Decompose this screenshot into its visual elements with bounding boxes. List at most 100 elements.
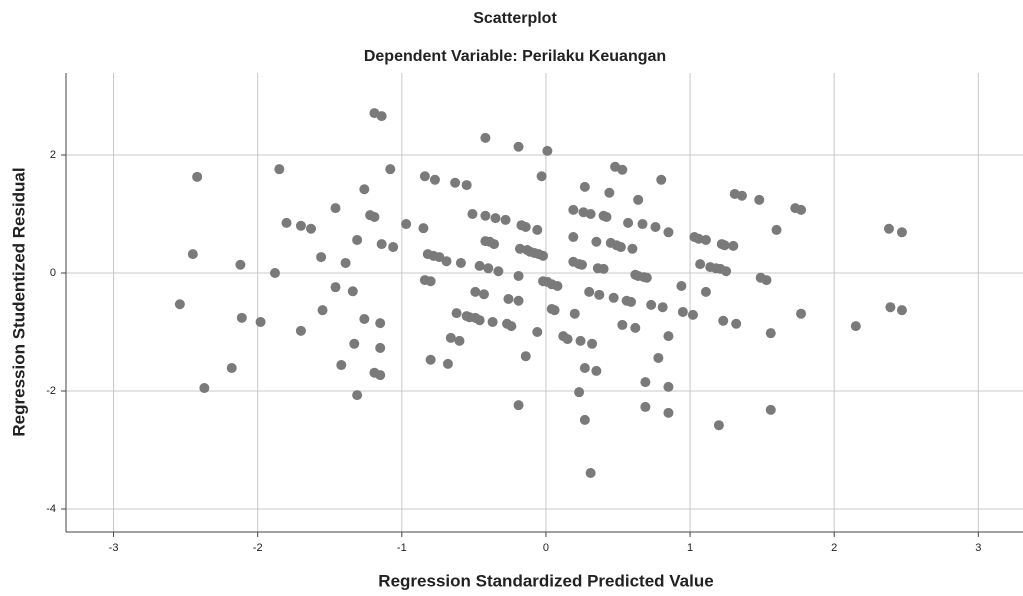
x-tick-label: -3 — [109, 542, 119, 554]
point — [883, 223, 894, 234]
point — [461, 180, 472, 191]
point — [896, 227, 907, 238]
point — [585, 468, 596, 479]
x-tick-label: 0 — [543, 542, 549, 554]
point — [549, 305, 560, 316]
point — [568, 232, 579, 243]
point — [575, 335, 586, 346]
point — [480, 132, 491, 143]
point — [369, 211, 380, 222]
point — [450, 177, 461, 188]
point — [441, 256, 452, 267]
point — [478, 289, 489, 300]
point — [493, 266, 504, 277]
point — [490, 213, 501, 224]
point — [633, 194, 644, 205]
point — [352, 234, 363, 245]
point — [538, 250, 549, 261]
point — [467, 209, 478, 220]
point — [695, 259, 706, 270]
point — [445, 332, 456, 343]
point — [713, 420, 724, 431]
point — [375, 318, 386, 329]
point — [236, 312, 247, 323]
point — [627, 243, 638, 254]
point — [306, 223, 317, 234]
point — [385, 164, 396, 175]
point — [274, 164, 285, 175]
point — [174, 299, 185, 310]
point — [641, 272, 652, 283]
point — [598, 263, 609, 274]
x-tick-label: 2 — [831, 542, 837, 554]
point — [352, 390, 363, 401]
point — [896, 305, 907, 316]
point — [646, 299, 657, 310]
point — [650, 221, 661, 232]
point — [442, 358, 453, 369]
y-tick-label: -2 — [46, 385, 56, 397]
point — [513, 270, 524, 281]
point — [625, 296, 636, 307]
point — [388, 242, 399, 253]
y-axis-title: Regression Studentized Residual — [9, 167, 28, 436]
point — [454, 335, 465, 346]
point — [653, 352, 664, 363]
point — [562, 334, 573, 345]
point — [640, 401, 651, 412]
point — [532, 326, 543, 337]
point — [676, 280, 687, 291]
point — [615, 242, 626, 253]
x-tick-label: 1 — [687, 542, 693, 554]
point — [721, 266, 732, 277]
point — [455, 257, 466, 268]
point — [255, 316, 266, 327]
point — [187, 249, 198, 260]
point — [281, 217, 292, 228]
point — [451, 308, 462, 319]
point — [579, 414, 590, 425]
point — [700, 286, 711, 297]
point — [850, 321, 861, 332]
point — [687, 309, 698, 320]
point — [700, 234, 711, 245]
point — [419, 171, 430, 182]
point — [623, 217, 634, 228]
point — [536, 171, 547, 182]
point — [677, 306, 688, 317]
point — [330, 282, 341, 293]
point — [425, 276, 436, 287]
point — [663, 381, 674, 392]
point — [608, 292, 619, 303]
point — [617, 164, 628, 175]
point — [340, 257, 351, 268]
point — [604, 187, 615, 198]
point — [637, 219, 648, 230]
point — [401, 219, 412, 230]
point — [487, 316, 498, 327]
y-tick-label: -4 — [46, 503, 56, 515]
point — [542, 145, 553, 156]
point — [483, 263, 494, 274]
x-axis-title: Regression Standardized Predicted Value — [378, 571, 713, 590]
point — [295, 325, 306, 336]
chart-subtitle: Dependent Variable: Perilaku Keuangan — [364, 48, 666, 65]
point — [796, 204, 807, 215]
point — [617, 319, 628, 330]
point — [591, 236, 602, 247]
point — [317, 305, 328, 316]
point — [569, 308, 580, 319]
x-tick-label: 3 — [975, 542, 981, 554]
point — [579, 362, 590, 373]
point — [771, 224, 782, 235]
point — [376, 111, 387, 122]
point — [359, 314, 370, 325]
point — [269, 268, 280, 279]
point — [330, 203, 341, 214]
point — [336, 360, 347, 371]
x-tick-label: -1 — [397, 542, 407, 554]
point — [754, 194, 765, 205]
point — [429, 174, 440, 185]
point — [513, 295, 524, 306]
